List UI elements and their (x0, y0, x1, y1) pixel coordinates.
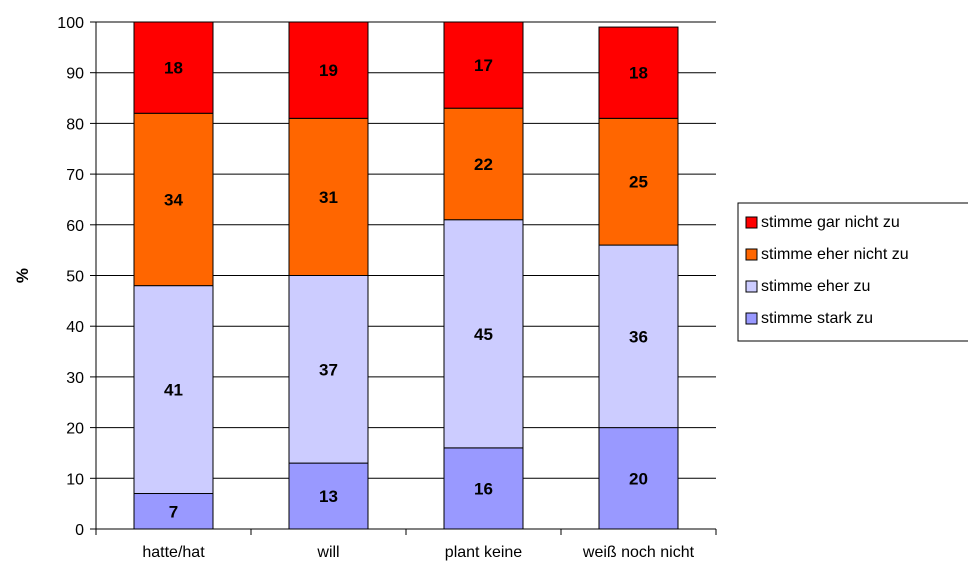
bar-segment (598, 427, 679, 530)
data-label: 18 (629, 64, 648, 83)
legend-label: stimme gar nicht zu (761, 214, 900, 231)
legend-swatch (745, 216, 758, 229)
y-axis: 0 10 20 30 40 50 60 70 80 90 100 (57, 15, 97, 539)
data-label: 25 (629, 173, 648, 192)
x-tick-label: will (316, 544, 339, 561)
legend-label: stimme eher zu (761, 278, 870, 295)
legend-label: stimme stark zu (761, 310, 873, 327)
data-label: 41 (164, 381, 183, 400)
bar-segment (133, 493, 214, 530)
y-tick-label: 40 (66, 319, 84, 336)
data-label: 13 (319, 487, 338, 506)
data-label: 36 (629, 327, 648, 346)
legend: stimme gar nicht zu stimme eher nicht zu s… (737, 202, 968, 342)
data-label: 22 (474, 155, 493, 174)
bar-segment (598, 26, 679, 119)
bar-segment (443, 107, 524, 221)
data-label: 16 (474, 479, 493, 498)
legend-label: stimme eher nicht zu (761, 246, 909, 263)
legend-swatch (745, 248, 758, 261)
y-tick-label: 60 (66, 218, 84, 235)
bars: 7 41 34 18 13 37 31 19 16 45 22 17 20 36 25 18 (133, 21, 679, 530)
data-label: 34 (164, 190, 183, 209)
y-tick-label: 100 (57, 15, 84, 32)
data-label: 19 (319, 61, 338, 80)
legend-swatch (745, 280, 758, 293)
bar-segment (288, 21, 369, 119)
bar-segment (133, 21, 214, 114)
y-tick-label: 20 (66, 421, 84, 438)
y-tick-label: 10 (66, 471, 84, 488)
x-tick-label: plant keine (445, 544, 522, 561)
legend-swatch (745, 312, 758, 325)
data-label: 7 (169, 502, 178, 521)
bar-segment (443, 447, 524, 530)
bar-segment (288, 462, 369, 530)
data-label: 37 (319, 360, 338, 379)
bar-segment (598, 117, 679, 246)
data-label: 45 (474, 325, 493, 344)
x-axis: hatte/hat will plant keine weiß noch nicht (95, 528, 717, 561)
x-tick-label: weiß noch nicht (582, 544, 695, 561)
bar-segment (443, 21, 524, 109)
legend-box (737, 202, 968, 342)
y-tick-label: 50 (66, 269, 84, 286)
data-label: 20 (629, 469, 648, 488)
bar-segment (133, 112, 214, 287)
x-tick-label: hatte/hat (142, 544, 205, 561)
data-label: 31 (319, 188, 338, 207)
bar-segment (443, 219, 524, 449)
bar-segment (598, 244, 679, 429)
y-tick-label: 80 (66, 116, 84, 133)
y-tick-label: 0 (75, 522, 84, 539)
data-label: 18 (164, 59, 183, 78)
bar-segment (133, 285, 214, 495)
bar-segment (288, 275, 369, 464)
y-tick-label: 90 (66, 66, 84, 83)
bar-segment (288, 117, 369, 276)
y-tick-label: 70 (66, 167, 84, 184)
data-label: 17 (474, 56, 493, 75)
y-axis-title: % (13, 268, 32, 283)
y-tick-label: 30 (66, 370, 84, 387)
